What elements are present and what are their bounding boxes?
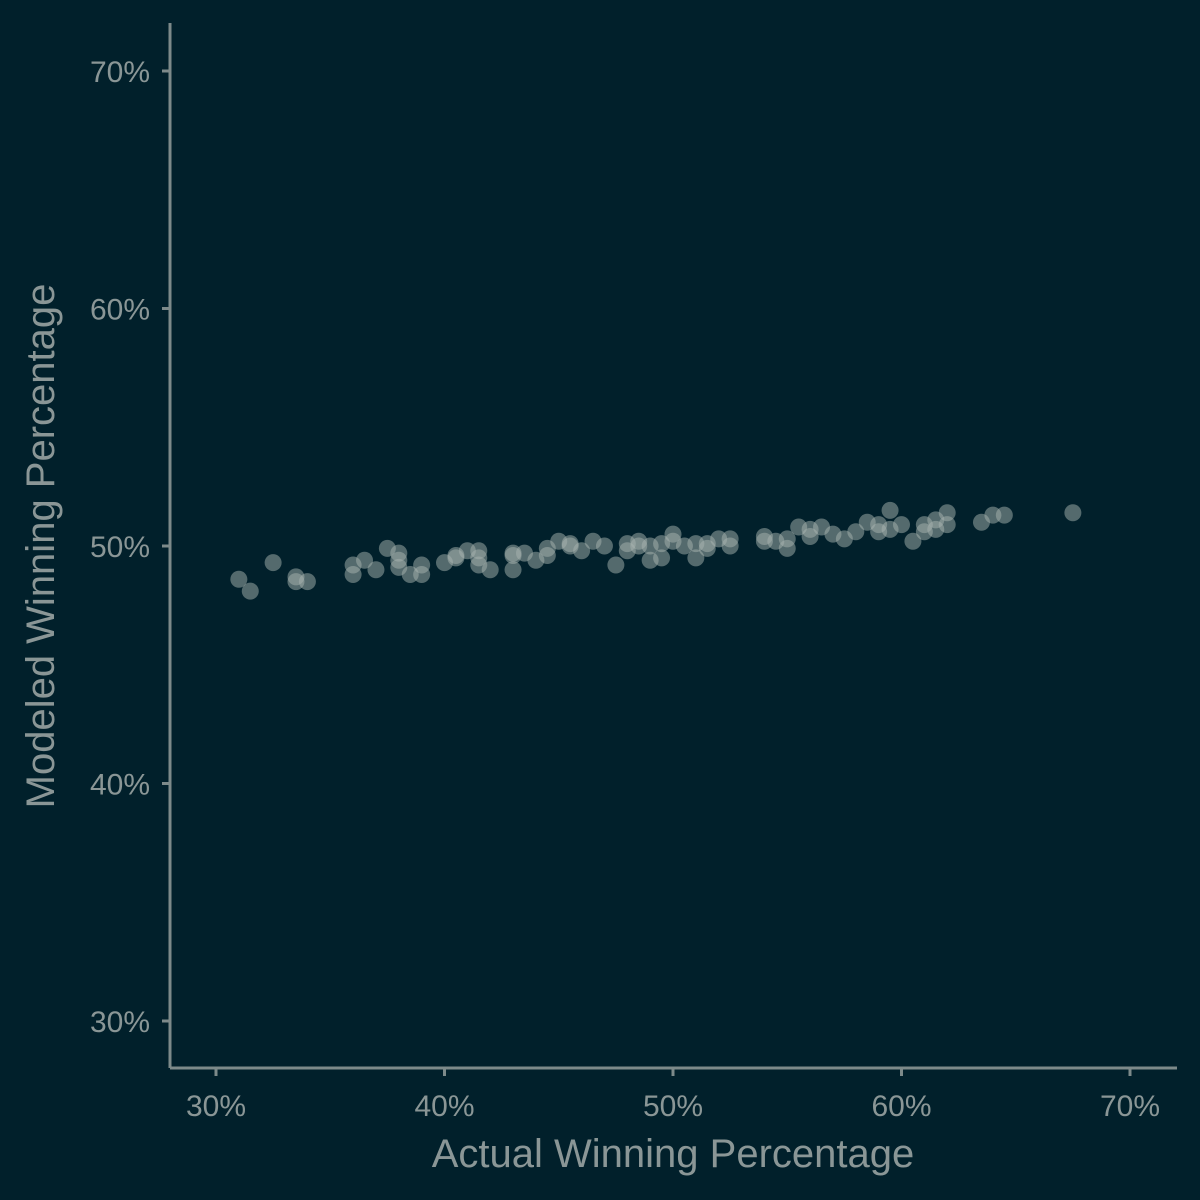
data-point	[264, 554, 282, 572]
data-point	[595, 537, 613, 555]
y-tick-label: 50%	[90, 531, 150, 564]
data-point	[607, 556, 625, 574]
data-point	[778, 539, 796, 557]
data-point	[1064, 504, 1082, 522]
y-axis-title: Modeled Winning Percentage	[19, 284, 63, 809]
y-tick-label: 70%	[90, 56, 150, 89]
data-point	[995, 506, 1013, 524]
data-point	[847, 523, 865, 541]
data-point	[344, 566, 362, 583]
x-tick-label: 30%	[186, 1090, 246, 1123]
data-point	[653, 549, 671, 567]
y-tick-label: 60%	[90, 294, 150, 327]
y-tick-label: 30%	[90, 1006, 150, 1039]
y-tick-label: 40%	[90, 769, 150, 802]
data-point	[367, 561, 385, 579]
data-point	[881, 501, 899, 519]
data-point	[687, 549, 705, 567]
x-tick-label: 50%	[643, 1090, 703, 1123]
x-tick-label: 40%	[414, 1090, 474, 1123]
data-point	[573, 542, 591, 560]
data-point	[893, 516, 910, 534]
data-point	[230, 570, 248, 588]
x-axis-title: Actual Winning Percentage	[432, 1132, 915, 1176]
data-point	[504, 561, 522, 579]
data-point	[298, 573, 316, 591]
y-axis-ticks: 30% 40% 50% 60% 70%	[90, 56, 170, 1039]
x-axis-ticks: 30% 40% 50% 60% 70%	[186, 1068, 1160, 1123]
data-points	[230, 501, 1082, 600]
data-point	[413, 566, 431, 583]
data-point	[721, 537, 739, 555]
data-point	[538, 547, 556, 564]
data-point	[938, 516, 956, 534]
data-point	[481, 561, 499, 579]
x-tick-label: 60%	[871, 1090, 931, 1123]
data-point	[938, 504, 956, 522]
data-point	[356, 551, 374, 569]
x-tick-label: 70%	[1100, 1090, 1160, 1123]
data-point	[904, 532, 922, 550]
data-point	[241, 582, 259, 600]
data-point	[801, 528, 819, 545]
